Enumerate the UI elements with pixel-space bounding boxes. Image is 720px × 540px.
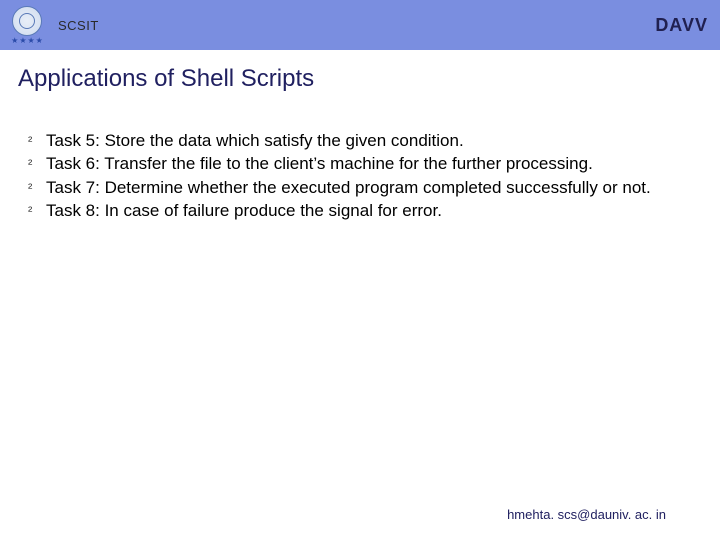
footer-email: hmehta. scs@dauniv. ac. in [507, 507, 666, 522]
logo-inner-circle [19, 13, 35, 29]
bullet-list: ² Task 5: Store the data which satisfy t… [28, 130, 700, 223]
header-bar: ★ ★ ★ ★ SCSIT DAVV [0, 0, 720, 50]
header-left: ★ ★ ★ ★ SCSIT [4, 2, 99, 48]
star-icon: ★ [28, 37, 35, 45]
bullet-icon: ² [28, 156, 46, 171]
list-item: ² Task 5: Store the data which satisfy t… [28, 130, 700, 151]
list-item: ² Task 6: Transfer the file to the clien… [28, 153, 700, 174]
bullet-icon: ² [28, 203, 46, 218]
logo-stars: ★ ★ ★ ★ [11, 37, 43, 45]
star-icon: ★ [19, 37, 26, 45]
bullet-text: Task 8: In case of failure produce the s… [46, 200, 442, 221]
slide: ★ ★ ★ ★ SCSIT DAVV Applications of Shell… [0, 0, 720, 540]
star-icon: ★ [11, 37, 18, 45]
scsit-label: SCSIT [58, 18, 99, 33]
list-item: ² Task 8: In case of failure produce the… [28, 200, 700, 221]
bullet-icon: ² [28, 133, 46, 148]
davv-label: DAVV [655, 15, 708, 36]
bullet-text: Task 6: Transfer the file to the client’… [46, 153, 593, 174]
bullet-text: Task 7: Determine whether the executed p… [46, 177, 651, 198]
institution-logo: ★ ★ ★ ★ [4, 2, 50, 48]
logo-outer-circle [12, 6, 42, 36]
star-icon: ★ [36, 37, 43, 45]
bullet-text: Task 5: Store the data which satisfy the… [46, 130, 464, 151]
slide-title: Applications of Shell Scripts [18, 65, 314, 93]
bullet-icon: ² [28, 180, 46, 195]
list-item: ² Task 7: Determine whether the executed… [28, 177, 700, 198]
